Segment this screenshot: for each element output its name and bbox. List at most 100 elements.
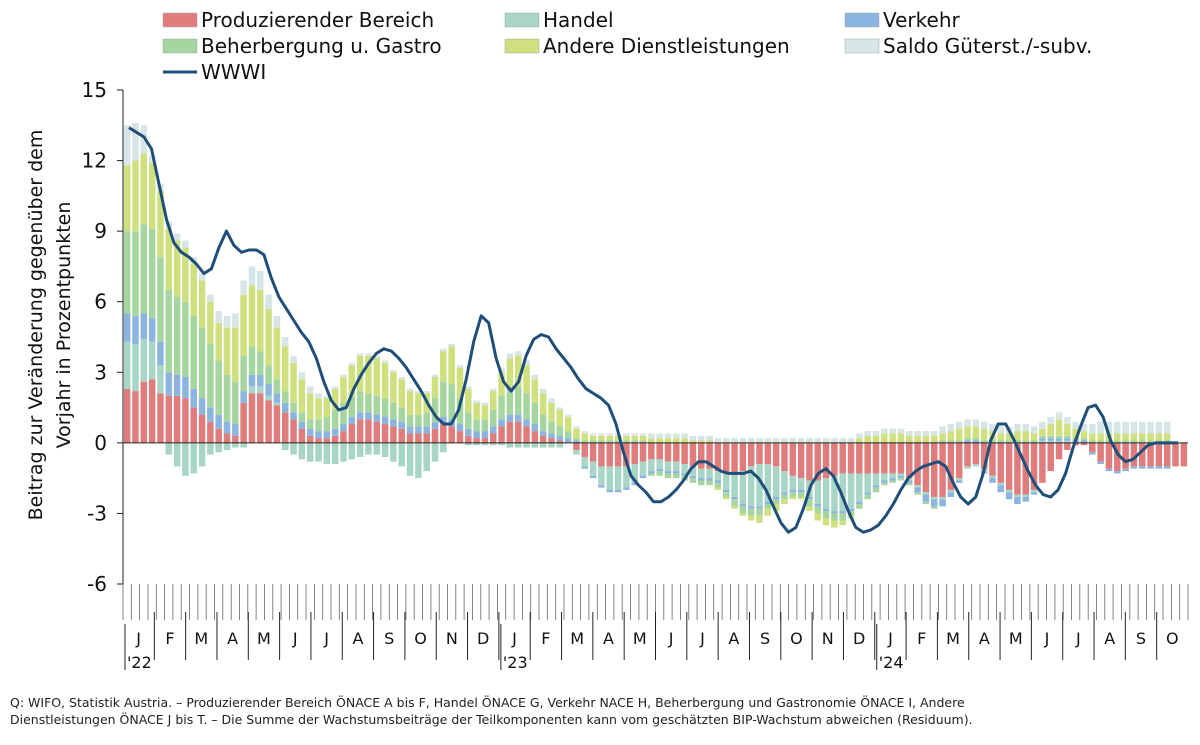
bar-segment-beherbergung-u-gastro (157, 257, 164, 342)
bar-segment-handel (972, 464, 980, 467)
bar-segment-andere-dienstleistungen (232, 327, 239, 382)
bar-segment-verkehr (456, 424, 464, 432)
bar-segment-saldo-güterst-subv (897, 428, 905, 434)
bar-segment-handel (781, 471, 788, 493)
bar-segment-saldo-güterst-subv (1089, 424, 1096, 434)
bar-segment-saldo-güterst-subv (1114, 421, 1121, 434)
bar-segment-saldo-güterst-subv (481, 402, 489, 406)
bar-segment-beherbergung-u-gastro (856, 504, 863, 509)
bar-segment-andere-dienstleistungen (839, 520, 846, 526)
bar-segment-saldo-güterst-subv (148, 155, 156, 163)
bar-segment-beherbergung-u-gastro (398, 407, 405, 422)
bar-segment-verkehr (331, 428, 339, 436)
bar-segment-produzierender-bereich (1138, 442, 1146, 467)
bar-segment-andere-dienstleistungen (1072, 428, 1079, 439)
bar-segment-handel (939, 496, 946, 500)
bar-segment-beherbergung-u-gastro (215, 360, 222, 415)
bar-segment-saldo-güterst-subv (1163, 421, 1171, 434)
x-month-label: F (917, 629, 926, 648)
bar-segment-saldo-güterst-subv (198, 273, 206, 281)
x-month-label: A (227, 629, 238, 648)
bar-segment-beherbergung-u-gastro (506, 386, 514, 415)
wwwi-line-layer (128, 126, 1178, 534)
bar-segment-beherbergung-u-gastro (1055, 435, 1063, 439)
x-year-label: '23 (503, 653, 528, 672)
bar-segment-verkehr (356, 412, 364, 420)
bar-segment-andere-dienstleistungen (581, 433, 589, 441)
bar-segment-andere-dienstleistungen (165, 228, 173, 290)
bar-segment-produzierender-bereich (331, 435, 339, 443)
bar-segment-verkehr (706, 478, 713, 481)
legend-swatch (162, 12, 198, 28)
bar-segment-beherbergung-u-gastro (423, 412, 430, 427)
legend-item-produzierender-bereich: Produzierender Bereich (162, 8, 434, 32)
bar-segment-beherbergung-u-gastro (623, 440, 630, 443)
bar-segment-andere-dienstleistungen (531, 379, 539, 403)
bar-segment-verkehr (498, 419, 505, 427)
bar-segment-beherbergung-u-gastro (964, 438, 971, 441)
bar-segment-andere-dienstleistungen (123, 165, 131, 232)
bar-segment-handel (1022, 494, 1029, 497)
bar-segment-beherbergung-u-gastro (806, 499, 813, 507)
bar-segment-beherbergung-u-gastro (323, 416, 331, 432)
bar-segment-beherbergung-u-gastro (989, 440, 996, 443)
bar-segment-verkehr (1030, 492, 1038, 495)
bar-segment-saldo-güterst-subv (648, 433, 655, 439)
bar-segment-andere-dienstleistungen (797, 496, 805, 500)
bar-segment-verkehr (1163, 466, 1171, 469)
legend-label: Andere Dienstleistungen (543, 34, 790, 58)
bar-segment-saldo-güterst-subv (706, 435, 713, 441)
y-tick-label: 9 (94, 219, 107, 243)
bar-segment-produzierender-bereich (689, 442, 697, 467)
bar-segment-handel (173, 442, 181, 467)
bar-segment-handel (756, 464, 763, 507)
bar-segment-andere-dienstleistungen (564, 416, 572, 432)
bar-segment-beherbergung-u-gastro (639, 440, 647, 443)
bar-segment-saldo-güterst-subv (1122, 421, 1129, 434)
bar-segment-handel (248, 386, 256, 394)
x-axis: J F M A M J J A S O N D J F M A M J J A S O N D J F M A M J J A S O'22'23… (122, 584, 1189, 672)
bar-segment-beherbergung-u-gastro (631, 440, 638, 443)
bar-segment-handel (1014, 494, 1021, 497)
bar-segment-handel (856, 473, 863, 502)
bar-segment-beherbergung-u-gastro (182, 301, 189, 377)
bar-segment-handel (440, 442, 447, 453)
y-axis-title: Beitrag zur Veränderung gegenüber dem Vor… (25, 130, 75, 521)
bar-segment-beherbergung-u-gastro (440, 381, 447, 417)
bar-segment-saldo-güterst-subv (340, 374, 347, 377)
bar-segment-verkehr (198, 398, 206, 415)
bar-segment-saldo-güterst-subv (348, 362, 356, 366)
bar-segment-produzierender-bereich (656, 442, 663, 460)
bar-segment-produzierender-bereich (1039, 442, 1046, 483)
legend-label: Produzierender Bereich (201, 8, 434, 32)
x-month-label: J (699, 629, 705, 648)
bar-segment-saldo-güterst-subv (914, 431, 921, 436)
bar-segment-handel (398, 442, 405, 467)
bar-segment-beherbergung-u-gastro (980, 440, 988, 443)
bar-segment-produzierender-bereich (556, 440, 564, 443)
bar-segment-verkehr (306, 428, 314, 436)
bar-segment-handel (989, 475, 996, 479)
bar-segment-saldo-güterst-subv (1147, 421, 1154, 434)
y-tick-label: -3 (87, 501, 107, 525)
bar-segment-handel (747, 466, 755, 507)
bar-segment-handel (356, 442, 364, 457)
bar-segment-handel (165, 442, 173, 455)
x-month-label: J (668, 629, 674, 648)
legend-swatch (844, 12, 880, 28)
bar-segment-handel (390, 442, 397, 462)
bar-segment-handel (1039, 440, 1046, 443)
bar-segment-andere-dienstleistungen (506, 358, 514, 387)
x-month-label: J (887, 629, 893, 648)
bar-segment-verkehr (265, 384, 272, 396)
x-month-label: F (165, 629, 174, 648)
legend-label: Saldo Güterst./-subv. (883, 34, 1092, 58)
bar-segment-verkehr (1155, 466, 1163, 469)
bar-segment-verkehr (1130, 466, 1138, 469)
bar-segment-beherbergung-u-gastro (598, 440, 605, 443)
bar-segment-saldo-güterst-subv (465, 386, 472, 389)
bar-segment-saldo-güterst-subv (856, 433, 863, 439)
bar-segment-andere-dienstleistungen (756, 515, 763, 523)
bar-segment-verkehr (822, 508, 830, 512)
bar-segment-beherbergung-u-gastro (747, 508, 755, 516)
